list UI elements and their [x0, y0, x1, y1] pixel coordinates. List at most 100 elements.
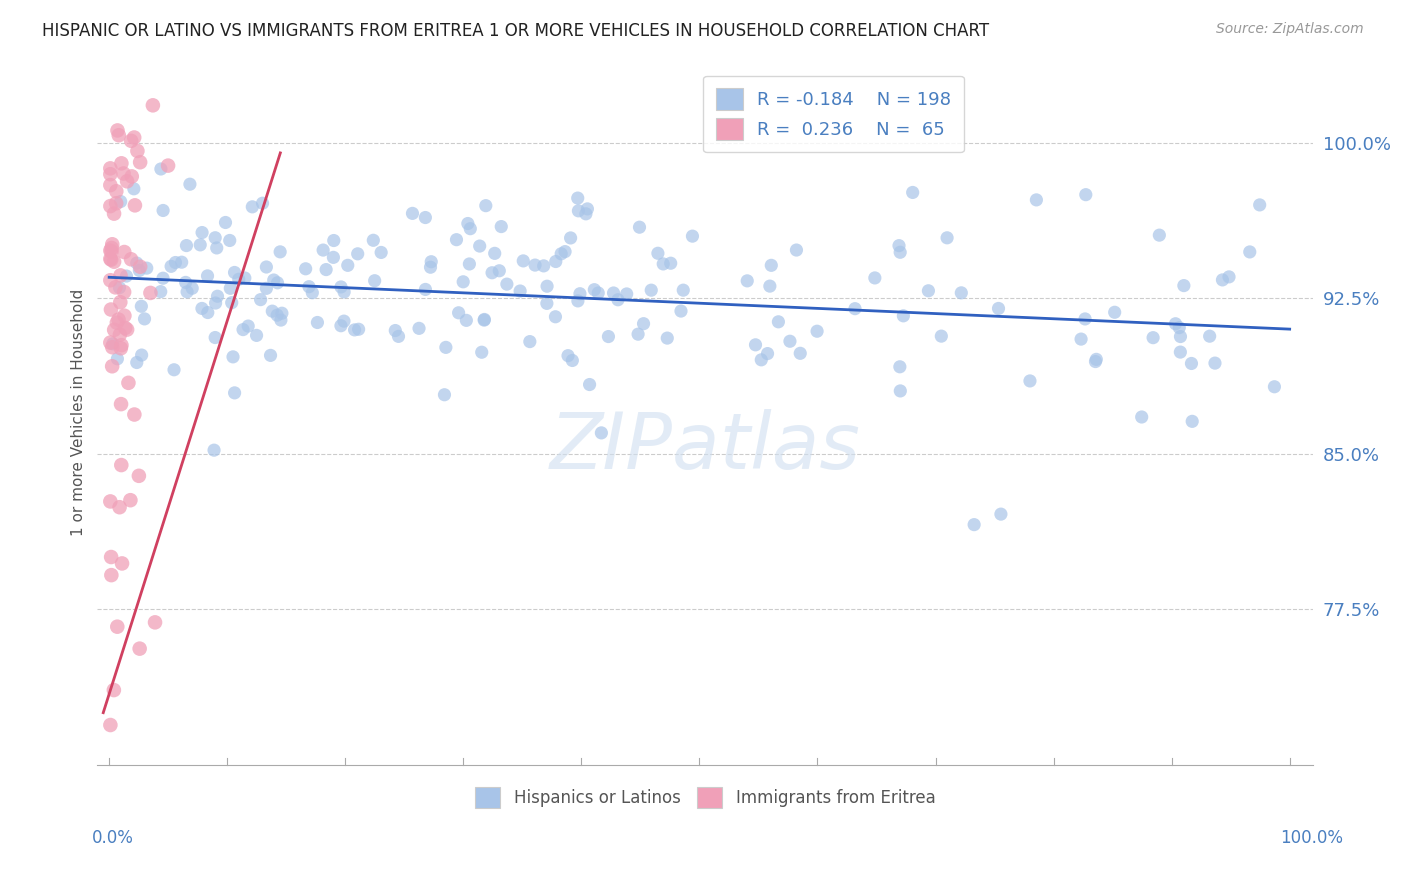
Point — [475, 199, 498, 213]
Point — [224, 265, 246, 279]
Point — [110, 338, 132, 352]
Point — [117, 376, 139, 390]
Point — [387, 329, 409, 343]
Point — [238, 319, 260, 334]
Point — [128, 641, 150, 656]
Point — [218, 234, 240, 248]
Point — [889, 384, 911, 398]
Point — [567, 203, 589, 218]
Point — [756, 346, 779, 360]
Point — [163, 363, 186, 377]
Point — [322, 251, 344, 265]
Point — [616, 287, 638, 301]
Point — [509, 284, 531, 298]
Point — [204, 231, 226, 245]
Point — [105, 316, 128, 330]
Point — [307, 316, 329, 330]
Point — [544, 254, 567, 268]
Point — [628, 220, 651, 235]
Point — [134, 311, 156, 326]
Point — [98, 161, 121, 176]
Point — [1180, 356, 1202, 370]
Legend: Hispanics or Latinos, Immigrants from Eritrea: Hispanics or Latinos, Immigrants from Er… — [467, 779, 943, 816]
Point — [536, 296, 558, 310]
Point — [893, 309, 915, 323]
Point — [110, 341, 132, 355]
Point — [659, 256, 682, 270]
Point — [544, 310, 567, 324]
Point — [554, 244, 576, 259]
Point — [224, 385, 246, 400]
Point — [228, 272, 250, 286]
Point — [107, 123, 129, 137]
Point — [640, 283, 662, 297]
Point — [100, 241, 122, 255]
Point — [149, 285, 172, 299]
Point — [191, 301, 214, 316]
Point — [312, 243, 335, 257]
Point — [160, 260, 183, 274]
Point — [98, 335, 121, 350]
Point — [131, 299, 153, 313]
Point — [669, 304, 692, 318]
Point — [101, 336, 124, 351]
Point — [103, 254, 125, 268]
Point — [108, 500, 131, 515]
Point — [471, 345, 494, 359]
Point — [152, 203, 174, 218]
Point — [844, 301, 866, 316]
Point — [249, 293, 271, 307]
Point — [336, 258, 359, 272]
Point — [481, 266, 503, 280]
Point — [269, 244, 291, 259]
Point — [576, 202, 599, 216]
Point — [333, 314, 356, 328]
Point — [567, 191, 589, 205]
Point — [181, 281, 204, 295]
Point — [170, 255, 193, 269]
Point — [627, 327, 650, 342]
Point — [557, 349, 579, 363]
Point — [1149, 228, 1171, 243]
Point — [98, 252, 121, 266]
Point — [519, 334, 541, 349]
Point — [115, 174, 138, 188]
Point — [127, 144, 149, 158]
Point — [112, 245, 135, 260]
Point — [917, 284, 939, 298]
Point — [789, 346, 811, 360]
Point — [591, 425, 613, 440]
Point — [107, 128, 129, 143]
Point — [143, 615, 166, 630]
Point — [1074, 312, 1097, 326]
Point — [254, 281, 277, 295]
Point — [125, 256, 148, 270]
Point — [346, 247, 368, 261]
Point — [191, 226, 214, 240]
Point — [657, 331, 679, 345]
Point — [233, 271, 256, 285]
Point — [245, 328, 267, 343]
Point — [98, 494, 121, 508]
Point — [100, 302, 122, 317]
Point — [681, 229, 703, 244]
Point — [149, 161, 172, 176]
Point — [633, 317, 655, 331]
Point — [672, 283, 695, 297]
Point — [1249, 198, 1271, 212]
Point — [370, 245, 392, 260]
Point — [214, 215, 236, 229]
Point — [458, 221, 481, 235]
Point — [759, 279, 782, 293]
Point — [1239, 244, 1261, 259]
Point — [330, 280, 353, 294]
Point — [343, 323, 366, 337]
Text: 100.0%: 100.0% — [1279, 829, 1343, 847]
Point — [333, 285, 356, 299]
Point — [128, 263, 150, 277]
Point — [129, 260, 152, 274]
Point — [1181, 414, 1204, 428]
Point — [433, 388, 456, 402]
Point — [100, 244, 122, 259]
Point — [779, 334, 801, 349]
